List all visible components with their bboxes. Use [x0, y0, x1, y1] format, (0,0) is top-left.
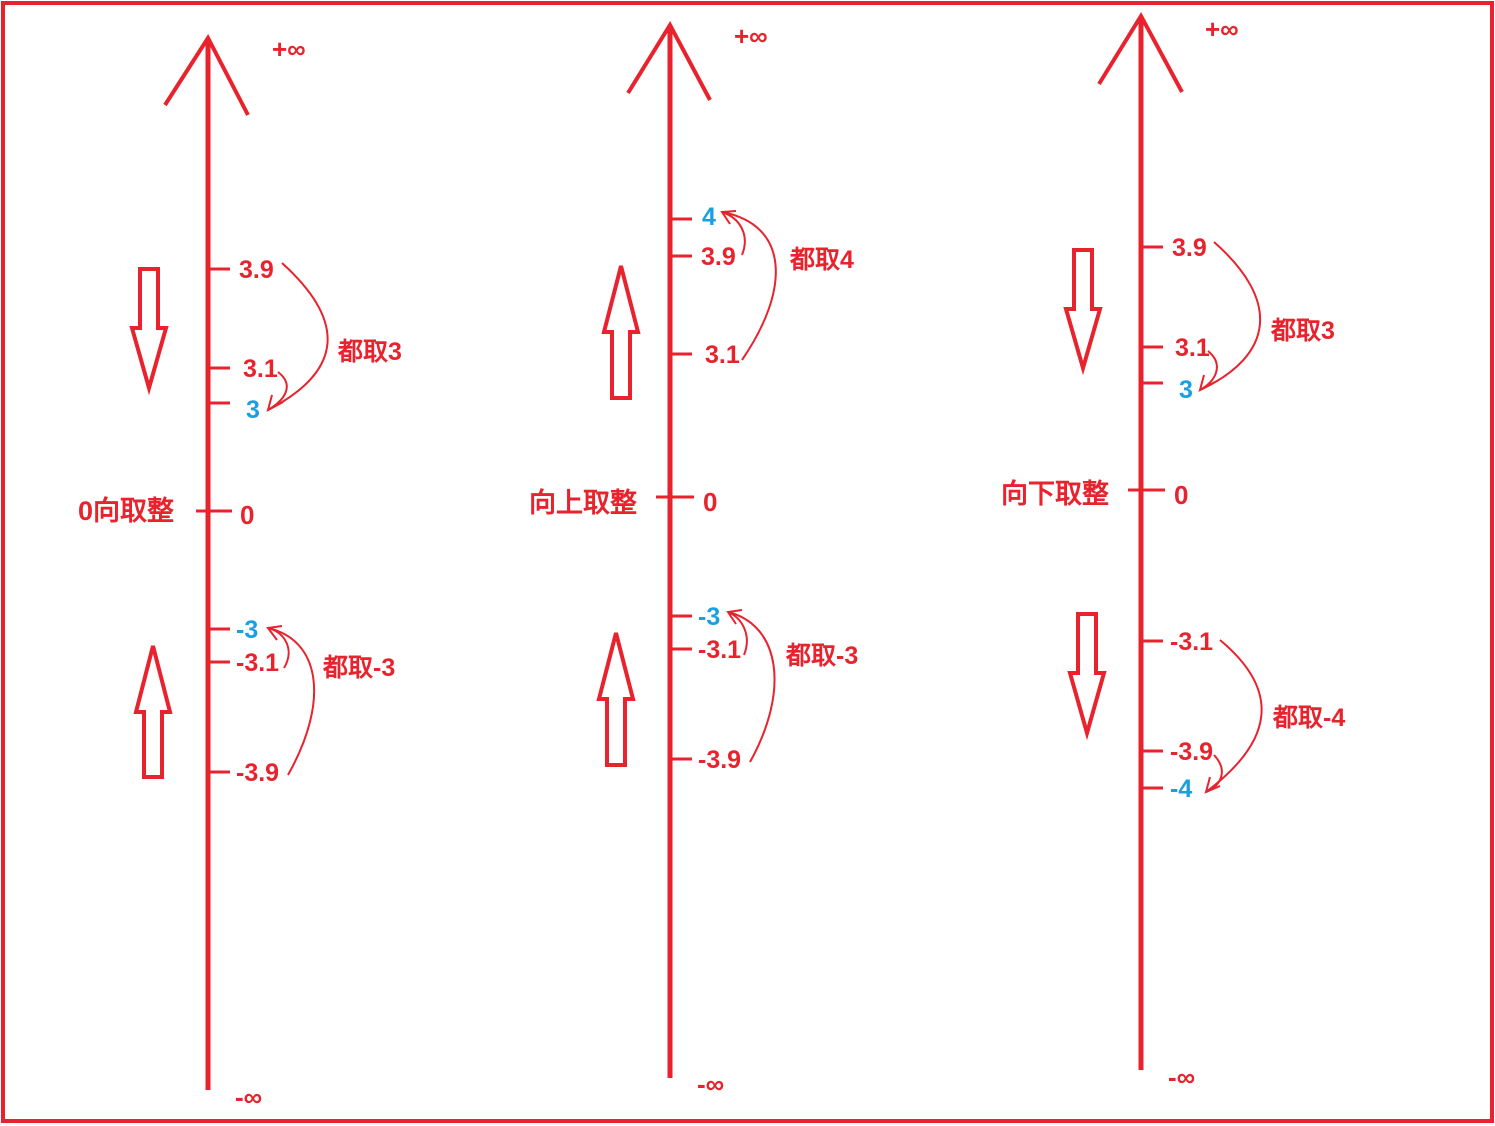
zero-label: 0	[703, 487, 717, 517]
note-label: 都取4	[789, 246, 854, 274]
value-label: 3.1	[705, 341, 740, 369]
curve-arrowhead-icon	[266, 394, 284, 412]
value-label: 3.9	[701, 243, 736, 271]
note-label: 都取-3	[785, 642, 858, 670]
panel-title: 向下取整	[1001, 478, 1109, 509]
value-label: 3.1	[243, 355, 278, 383]
curve-connector	[727, 611, 776, 763]
rounded-value-label: -3	[698, 603, 720, 631]
pos-infinity-label: +∞	[272, 34, 306, 64]
curve-connector	[267, 262, 329, 411]
axis-arrowhead-icon	[626, 20, 712, 101]
rounded-value-label: 4	[702, 203, 716, 231]
rounded-value-label: 3	[246, 396, 260, 424]
value-label: 3.9	[1172, 234, 1207, 262]
note-label: 都取-3	[322, 654, 395, 682]
curve-connector	[1199, 241, 1261, 391]
curve-arrowhead-icon	[726, 609, 743, 625]
zero-label: 0	[240, 500, 254, 530]
hollow-up-arrow-icon	[133, 645, 173, 779]
panel-toward-zero: +∞ -∞ 0向取整 0 3.9 3.1 3 -3 -3.1 -3.9 都取3 …	[78, 34, 402, 1112]
pos-infinity-label: +∞	[734, 21, 768, 51]
curve-arrowhead-icon	[1204, 776, 1221, 794]
neg-infinity-label: -∞	[1168, 1062, 1195, 1092]
curve-connector	[721, 211, 777, 361]
curve-connector	[1205, 639, 1263, 793]
value-label: 3.1	[1175, 334, 1210, 362]
hollow-down-arrow-icon	[1067, 612, 1107, 741]
value-label: 3.9	[239, 256, 274, 284]
curve-connector	[721, 211, 746, 256]
hollow-up-arrow-icon	[596, 632, 636, 767]
panel-ceiling: +∞ -∞ 向上取整 0 4 3.9 3.1 -3 -3.1 -3.9 都取4 …	[529, 20, 858, 1099]
value-label: -3.9	[698, 746, 741, 774]
hollow-down-arrow-icon	[1063, 248, 1103, 376]
zero-label: 0	[1174, 480, 1188, 510]
curve-connector	[267, 627, 290, 669]
curve-arrowhead-icon	[266, 625, 283, 641]
note-label: 都取3	[1270, 317, 1335, 345]
hollow-down-arrow-icon	[129, 267, 169, 396]
note-label: 都取-4	[1272, 704, 1345, 732]
pos-infinity-label: +∞	[1205, 14, 1239, 44]
rounded-value-label: -4	[1170, 775, 1192, 803]
value-label: -3.9	[1170, 738, 1213, 766]
rounded-value-label: -3	[236, 616, 258, 644]
neg-infinity-label: -∞	[235, 1082, 262, 1112]
curve-arrowhead-icon	[720, 210, 737, 225]
note-label: 都取3	[337, 338, 402, 366]
value-label: -3.1	[698, 636, 741, 664]
neg-infinity-label: -∞	[697, 1069, 724, 1099]
curve-connector	[727, 611, 748, 656]
curve-connector	[267, 627, 316, 776]
value-label: -3.1	[1170, 628, 1213, 656]
hollow-up-arrow-icon	[601, 265, 641, 400]
value-label: -3.9	[236, 759, 279, 787]
rounded-value-label: 3	[1179, 376, 1193, 404]
axis-arrowhead-icon	[163, 34, 250, 116]
panel-title: 向上取整	[529, 487, 637, 518]
panel-title: 0向取整	[78, 495, 174, 526]
panel-floor: +∞ -∞ 向下取整 0 3.9 3.1 3 -3.1 -3.9 -4 都取3 …	[1001, 12, 1345, 1092]
curve-arrowhead-icon	[1198, 374, 1216, 392]
value-label: -3.1	[236, 649, 279, 677]
axis-arrowhead-icon	[1097, 12, 1184, 93]
